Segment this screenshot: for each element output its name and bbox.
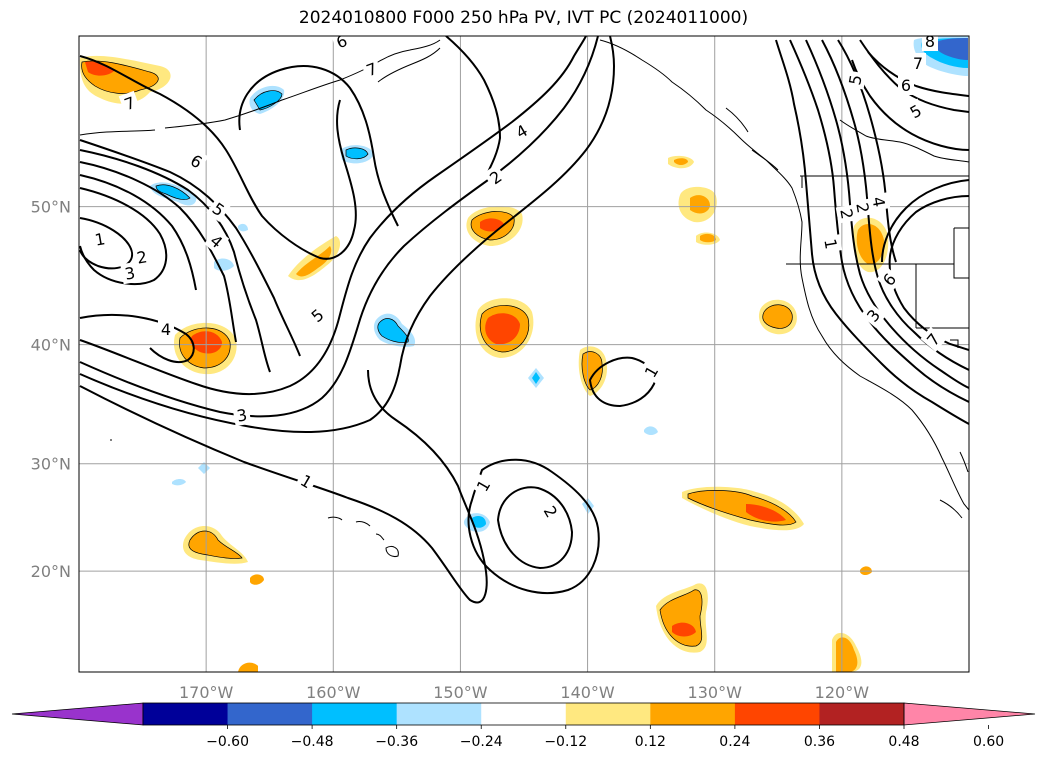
- latitude-tick-label: 50°N: [31, 198, 71, 217]
- svg-text:1: 1: [820, 237, 840, 250]
- svg-text:6: 6: [334, 31, 350, 52]
- longitude-tick-label: 140°W: [560, 683, 615, 702]
- svg-text:4: 4: [868, 195, 888, 208]
- contour-label: 3: [120, 261, 140, 285]
- contour-label: 5: [843, 70, 867, 90]
- contour-label: 3: [860, 302, 887, 328]
- pv-positive-anomalies: [79, 55, 889, 672]
- latitude-tick-label: 40°N: [31, 336, 71, 355]
- contour-label: 2: [483, 164, 508, 190]
- colorbar-segment: [481, 703, 567, 725]
- colorbar-tick-label: 0.24: [719, 734, 750, 750]
- contour-label: 8: [922, 32, 938, 51]
- contour-label: 7: [920, 326, 947, 352]
- contour-label: 6: [876, 266, 903, 292]
- svg-text:2: 2: [852, 201, 872, 214]
- longitude-tick-label: 120°W: [815, 683, 870, 702]
- contour-label: 5: [304, 302, 330, 329]
- colorbar-tick-label: 0.60: [973, 734, 1004, 750]
- contour-label: 2: [538, 499, 564, 524]
- colorbar-segment: [143, 703, 229, 725]
- colorbar-tick-label: −0.48: [291, 734, 334, 750]
- colorbar-segment: [227, 703, 313, 725]
- colorbar-outline: [142, 702, 905, 726]
- contour-label: 4: [509, 118, 534, 144]
- colorbar: −0.60 −0.48 −0.36 −0.24 −0.12 0.12 0.24 0.36 0.4…: [11, 702, 1036, 750]
- colorbar-tick-label: 0.12: [635, 734, 666, 750]
- longitude-tick-label: 170°W: [179, 683, 234, 702]
- svg-text:7: 7: [913, 54, 923, 73]
- contour-label: 1: [90, 227, 110, 251]
- longitude-labels: 170°W 160°W 150°W 140°W 130°W 120°W: [179, 683, 869, 702]
- colorbar-extend-high: [903, 702, 1036, 726]
- contour-label: 2: [835, 204, 859, 224]
- contour-label: 6: [898, 75, 914, 95]
- longitude-tick-label: 130°W: [688, 683, 743, 702]
- contour-label: 7: [360, 56, 383, 82]
- colorbar-tick-label: −0.12: [544, 734, 587, 750]
- contour-label: 4: [158, 319, 174, 339]
- svg-text:2: 2: [135, 247, 148, 267]
- latitude-tick-label: 20°N: [31, 562, 71, 581]
- contour-label: 5: [903, 98, 928, 124]
- svg-text:3: 3: [235, 405, 248, 425]
- longitude-tick-label: 160°W: [306, 683, 361, 702]
- map-frame: [78, 35, 970, 673]
- contour-label: 2: [132, 245, 152, 269]
- latitude-tick-label: 30°N: [31, 455, 71, 474]
- colorbar-tick-label: 0.48: [888, 734, 919, 750]
- contour-label: 3: [232, 403, 252, 427]
- contour-label: 5: [206, 196, 231, 222]
- svg-text:4: 4: [161, 320, 171, 339]
- contour-label: 6: [330, 31, 353, 54]
- latitude-labels: 50°N 40°N 30°N 20°N: [31, 198, 71, 582]
- contour-labels: 7 6 5 4 3 2 1 7 6 4 5 4 3 2 1 2 1 1 2 1 …: [90, 31, 947, 524]
- contour-label: 1: [470, 473, 496, 498]
- blob-outlines: [81, 60, 797, 647]
- contour-label: 2: [851, 198, 875, 218]
- contour-label: 4: [204, 228, 230, 255]
- longitude-tick-label: 150°W: [433, 683, 488, 702]
- coastlines: [79, 39, 969, 557]
- colorbar-tick-label: −0.24: [460, 734, 503, 750]
- contour-label: 6: [184, 148, 209, 174]
- colorbar-segment: [565, 703, 651, 725]
- svg-text:3: 3: [123, 263, 136, 283]
- chart-title: 2024010800 F000 250 hPa PV, IVT PC (2024…: [298, 8, 749, 28]
- colorbar-segment: [650, 703, 736, 725]
- svg-text:2: 2: [836, 207, 856, 220]
- contour-label: 7: [910, 53, 926, 73]
- graticule: [79, 36, 969, 672]
- svg-text:6: 6: [901, 76, 911, 95]
- colorbar-segment: [734, 703, 820, 725]
- colorbar-segment: [819, 703, 905, 725]
- colorbar-segment: [312, 703, 398, 725]
- contour-label: 1: [819, 234, 843, 254]
- colorbar-tick-label: −0.60: [206, 734, 249, 750]
- colorbar-tick-label: 0.36: [804, 734, 835, 750]
- colorbar-segment: [396, 703, 482, 725]
- contour-label: 1: [638, 359, 664, 384]
- svg-text:1: 1: [93, 229, 106, 249]
- svg-text:8: 8: [925, 32, 935, 51]
- contour-label: 7: [118, 90, 141, 116]
- contour-lines: [79, 36, 969, 604]
- svg-text:5: 5: [845, 73, 865, 86]
- colorbar-extend-low: [11, 702, 144, 726]
- contour-label: 4: [867, 192, 891, 212]
- colorbar-tick-label: −0.36: [375, 734, 418, 750]
- contour-label: 1: [294, 468, 319, 494]
